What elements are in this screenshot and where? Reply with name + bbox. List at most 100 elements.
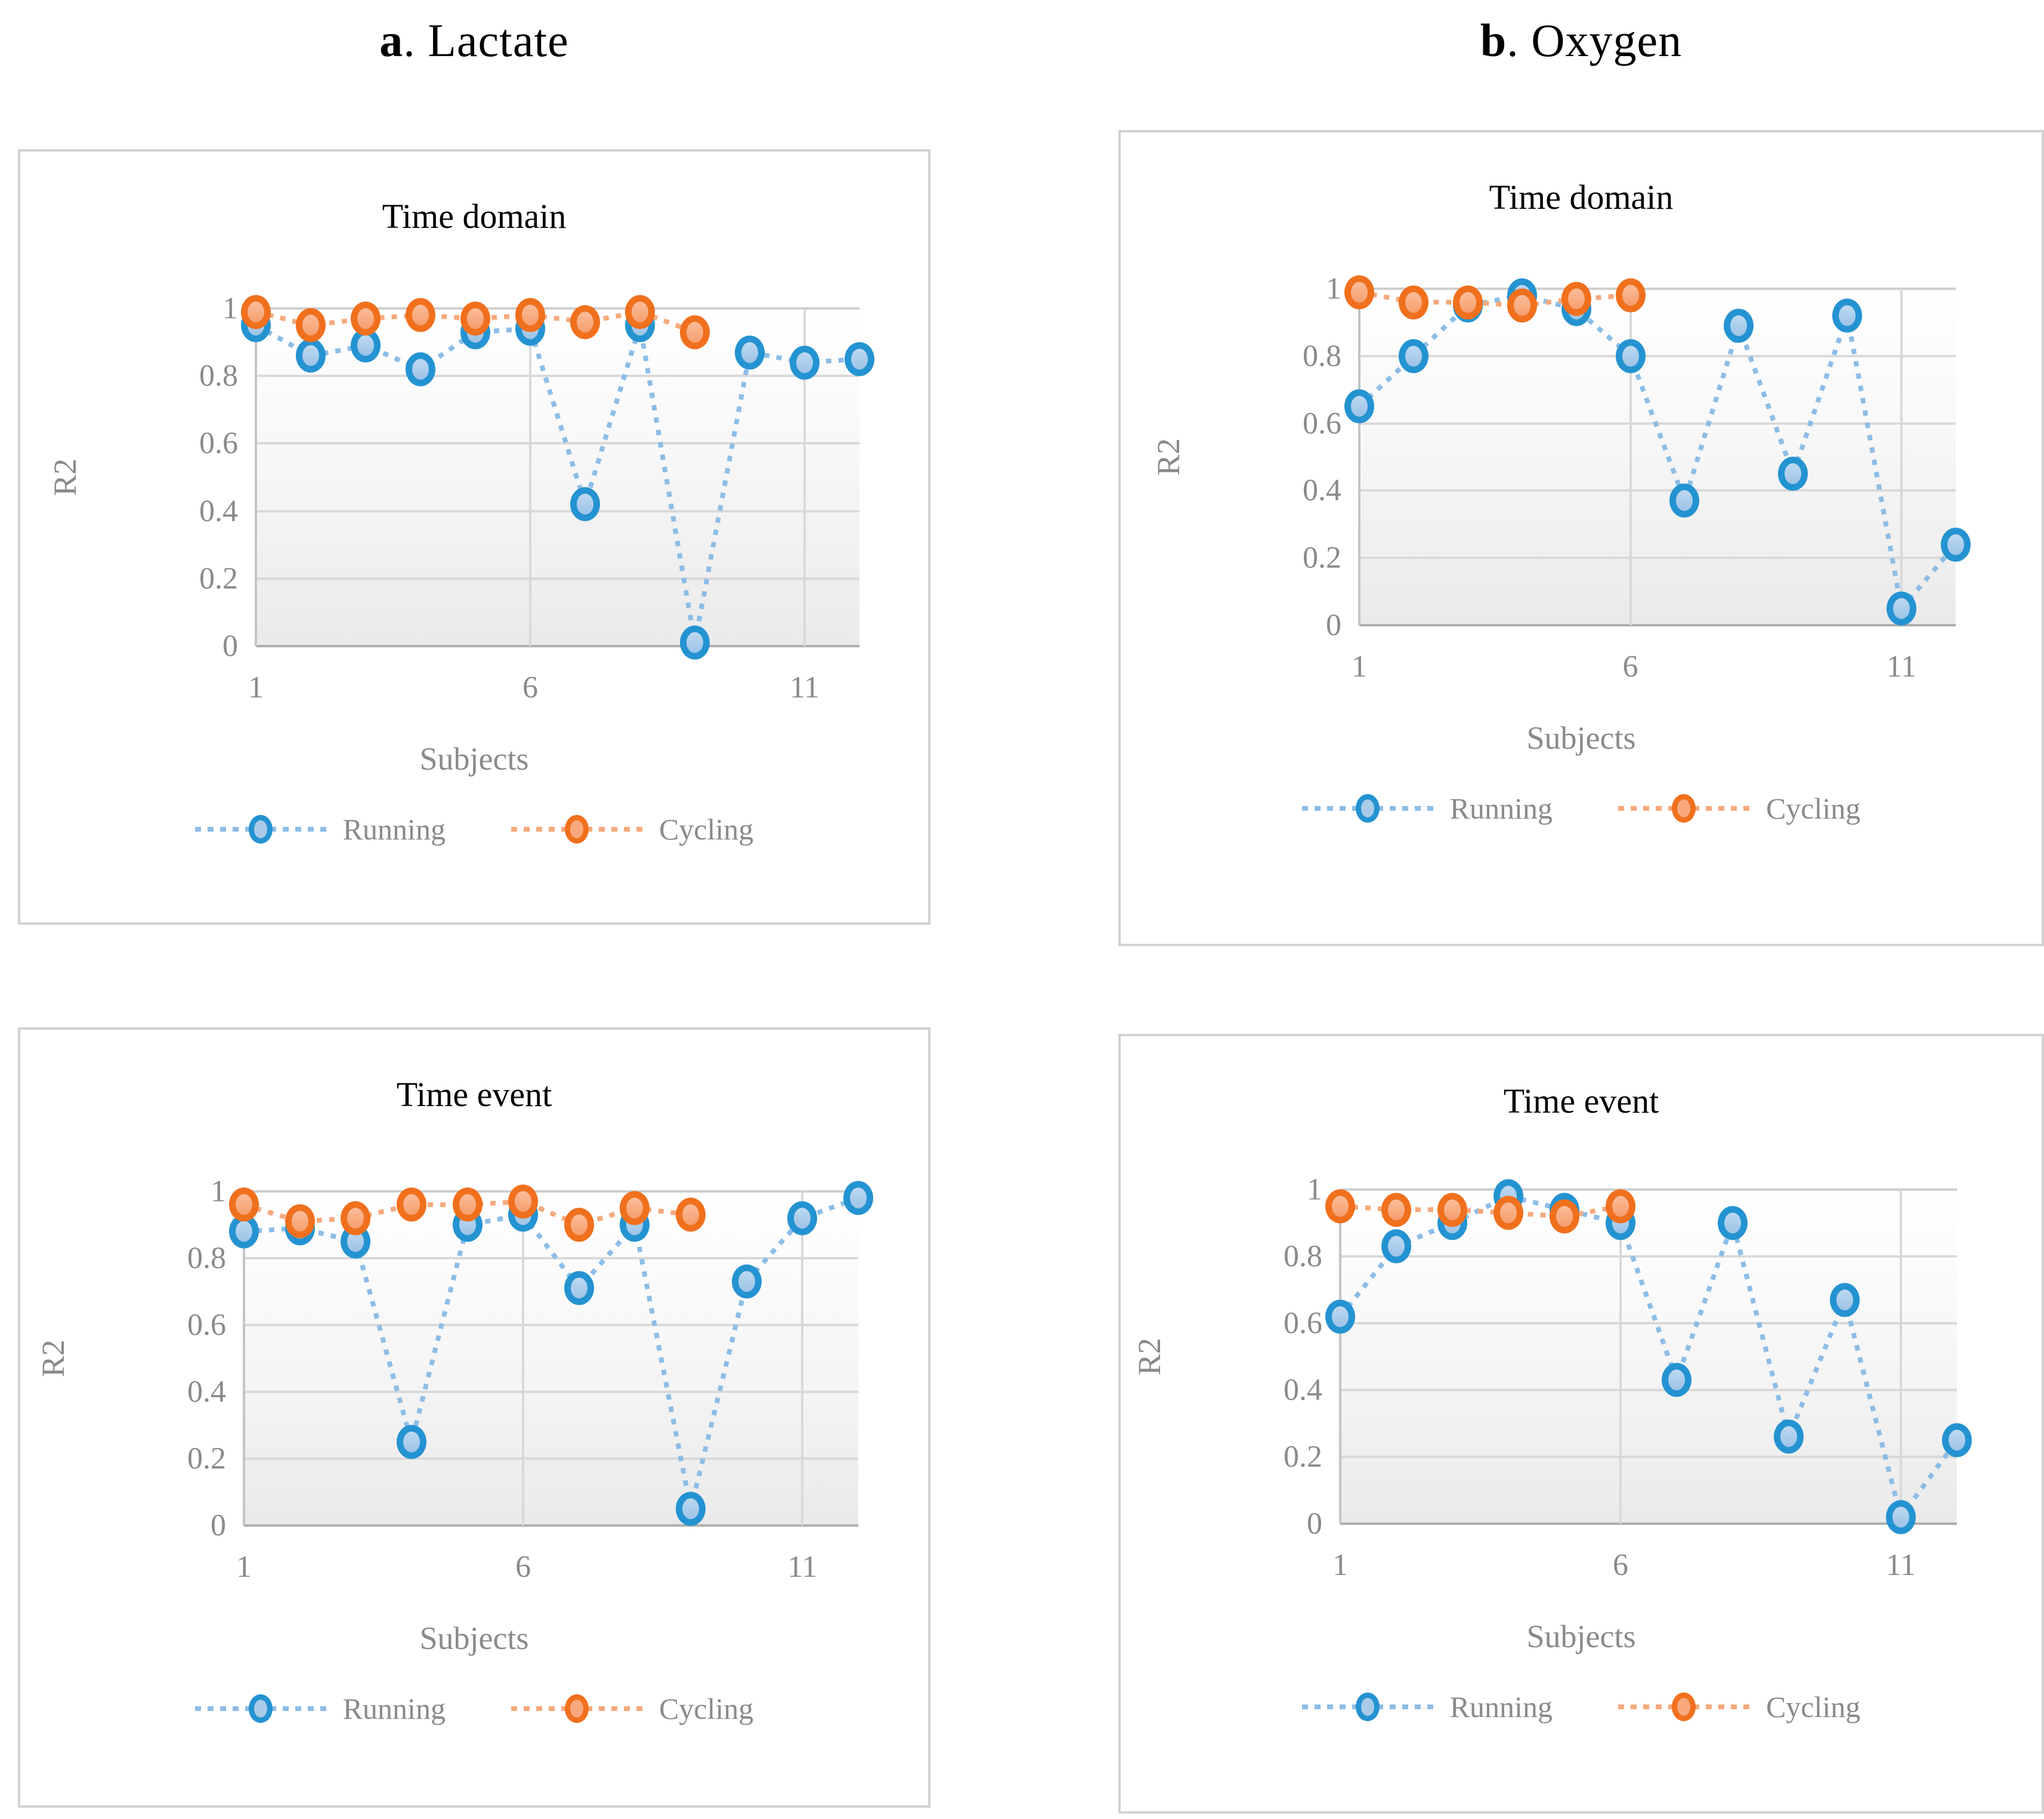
cycling-point-subject-1 [1325,1189,1355,1224]
legend-line-cycling [1618,794,1749,823]
running-point-subject-10 [1830,1283,1860,1317]
running-line [1357,293,1958,614]
gridline-y-0.4 [244,1391,858,1393]
gridline-x-6 [529,308,531,646]
running-point-subject-4 [406,352,435,387]
legend-label-cycling: Cycling [1765,1690,1861,1724]
gridline-x-6 [522,1191,525,1525]
y-tick-label: 0.6 [1284,1306,1322,1341]
chart-title: Time event [396,1075,552,1114]
gridline-y-1 [256,307,859,310]
x-tick-label: 6 [1613,1548,1628,1582]
gridline-y-0 [256,645,859,647]
gridline-x-6 [1619,1190,1622,1524]
cycling-point-subject-1 [241,295,271,329]
legend-line-running [1301,1693,1433,1721]
legend-item-cycling: Cycling [511,1691,753,1726]
y-tick-label: 0.8 [187,1241,226,1276]
y-tick-label: 0.6 [187,1308,226,1342]
header-suffix: . Oxygen [1507,14,1683,66]
y-tick-label: 0.4 [1284,1373,1322,1407]
gridline-y-1 [1359,288,1956,290]
cycling-line [1340,1204,1621,1219]
running-point-subject-1 [1325,1299,1355,1334]
plot-area [241,295,874,660]
cycling-point-subject-8 [620,1191,650,1225]
cycling-point-subject-3 [1452,285,1483,320]
gridline-y-0 [244,1524,858,1527]
cycling-point-subject-7 [564,1207,594,1242]
running-point-subject-2 [1381,1229,1411,1264]
gridline-x-11 [801,1191,804,1525]
gridline-y-1 [1340,1188,1957,1191]
legend-line-running [194,1694,326,1723]
x-axis-title: Subjects [419,741,529,777]
y-tick-label: 0.2 [1303,541,1341,575]
legend-label-cycling: Cycling [1765,792,1861,825]
chart-title: Time event [1503,1082,1659,1120]
cycling-point-subject-5 [1561,282,1591,316]
cycling-point-subject-5 [1550,1199,1579,1234]
running-line [255,323,860,644]
y-tick-label: 0.6 [1303,406,1341,441]
header-suffix: . Lactate [403,14,569,66]
chart-legend: Running Cycling [20,812,928,847]
legend-label-cycling: Cycling [658,1692,754,1725]
x-axis-title: Subjects [1526,1619,1636,1654]
gridline-y-0.8 [256,375,859,378]
running-point-subject-8 [1718,1206,1748,1240]
plot-area [229,1181,873,1527]
chart-legend: Running Cycling [1121,1690,2042,1724]
cycling-point-subject-2 [296,308,326,342]
x-tick-label: 11 [789,671,820,705]
running-point-subject-10 [735,335,765,370]
legend-marker-cycling [564,1694,589,1723]
cycling-point-subject-6 [508,1184,539,1219]
y-tick-label: 1 [222,291,238,326]
running-point-subject-2 [1398,339,1428,373]
y-tick-label: 1 [211,1174,226,1209]
gridline-x-11 [1900,1190,1902,1524]
header-prefix: b [1480,14,1507,66]
y-axis-line [243,1191,245,1525]
running-point-subject-1 [1344,389,1374,424]
cycling-point-subject-4 [396,1187,426,1222]
running-point-subject-2 [296,338,326,373]
y-tick-label: 0.4 [187,1375,226,1409]
legend-marker-running [1355,1693,1380,1721]
cycling-point-subject-9 [676,1197,706,1232]
gridline-y-0.2 [1359,557,1956,560]
gridline-x-11 [1900,289,1903,625]
x-tick-label: 11 [1885,1548,1916,1582]
cycling-point-subject-1 [1344,275,1374,310]
legend-label-cycling: Cycling [658,813,754,846]
running-point-subject-7 [1662,1363,1692,1397]
running-point-subject-9 [676,1491,706,1526]
y-tick-label: 0.4 [1303,473,1341,508]
x-tick-label: 11 [787,1550,818,1584]
running-point-subject-4 [396,1425,426,1459]
y-axis-title: R2 [1131,1338,1167,1376]
cycling-point-subject-2 [1381,1193,1411,1227]
legend-marker-cycling [1671,794,1696,823]
y-tick-label: 0.8 [1303,339,1341,373]
legend-line-running [1301,794,1433,823]
x-tick-label: 6 [522,671,538,705]
x-tick-label: 1 [1332,1548,1348,1582]
x-tick-label: 1 [248,671,264,705]
cycling-point-subject-2 [1398,285,1428,320]
header-prefix: a [379,14,404,66]
column-header-oxygen: b. Oxygen [1118,5,2044,76]
y-tick-label: 0 [1326,608,1341,643]
running-point-subject-6 [1615,339,1646,373]
running-point-subject-10 [731,1264,762,1299]
cycling-point-subject-9 [680,315,710,350]
legend-label-running: Running [342,813,446,846]
running-point-subject-7 [1669,483,1700,518]
running-line [1338,1193,1959,1522]
gridline-y-0.2 [256,577,859,580]
cycling-point-subject-1 [229,1187,259,1222]
chart-legend: Running Cycling [20,1691,928,1726]
gridline-y-0.6 [1340,1322,1957,1324]
